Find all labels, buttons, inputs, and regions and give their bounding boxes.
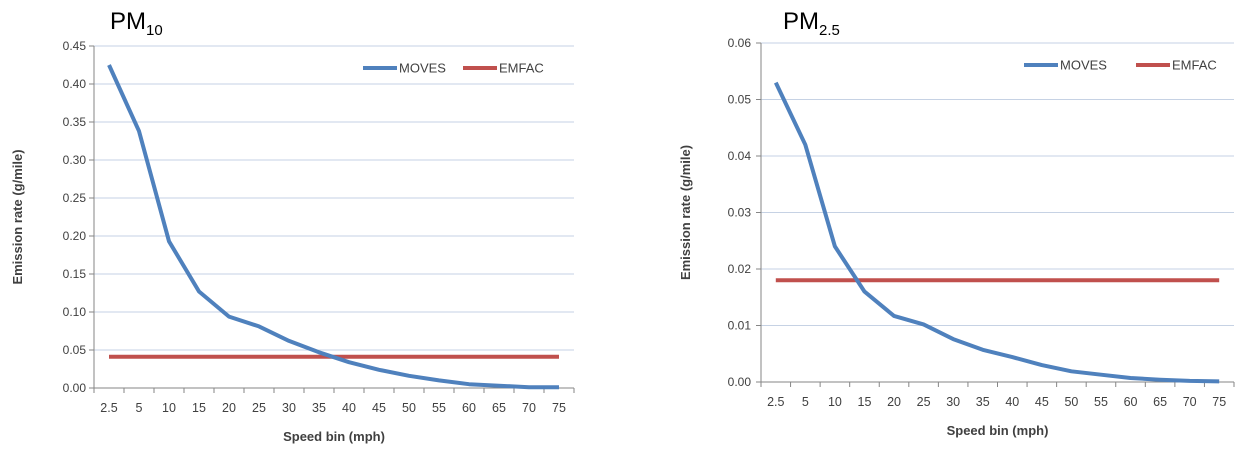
y-tick-label: 0.20: [63, 229, 87, 243]
series-line-moves: [107, 64, 559, 390]
x-tick-label: 40: [342, 401, 356, 415]
x-tick-label: 10: [828, 395, 842, 409]
chart-title-main: PM: [783, 8, 819, 35]
legend-label-moves: MOVES: [1060, 58, 1107, 73]
x-axis-title: Speed bin (mph): [283, 429, 385, 444]
x-tick-label: 20: [887, 395, 901, 409]
x-tick-label: 25: [917, 395, 931, 409]
y-axis-title: Emission rate (g/mile): [678, 145, 693, 280]
y-tick-label: 0.30: [63, 153, 87, 167]
x-tick-label: 35: [312, 401, 326, 415]
y-tick-label: 0.00: [728, 375, 752, 389]
x-tick-label: 60: [1124, 395, 1138, 409]
x-tick-label: 10: [162, 401, 176, 415]
x-tick-label: 40: [1005, 395, 1019, 409]
x-tick-label: 60: [462, 401, 476, 415]
pm25-plot: 0.00 0.01 0.02 0.03 0.04 0.05 0.06 2.5 5 10 15 20 25…: [678, 36, 1235, 438]
y-tick-label: 0.15: [63, 267, 87, 281]
y-tick-label: 0.03: [728, 206, 752, 220]
legend-label-emfac: EMFAC: [1172, 58, 1217, 73]
chart-title-main: PM: [110, 8, 146, 35]
y-tick-label: 0.45: [63, 39, 87, 53]
x-tick-label: 55: [1094, 395, 1108, 409]
y-tick-label: 0.05: [63, 343, 87, 357]
chart-title: PM2.5: [783, 8, 840, 39]
x-tick-label: 45: [372, 401, 386, 415]
legend-label-emfac: EMFAC: [499, 61, 544, 76]
x-tick-label: 2.5: [100, 401, 117, 415]
chart-title: PM10: [110, 8, 163, 39]
y-tick-label: 0.00: [63, 381, 87, 395]
pm10-chart: PM10 0.00 0.05 0.10 0.15 0.20 0.25 0.30 0.35 0.4…: [0, 0, 610, 453]
x-tick-label: 45: [1035, 395, 1049, 409]
x-tick-label: 5: [136, 401, 143, 415]
x-tick-label: 50: [1064, 395, 1078, 409]
pm10-plot: 0.00 0.05 0.10 0.15 0.20 0.25 0.30 0.35 0.40 0.45…: [10, 39, 575, 444]
x-tick-label: 15: [858, 395, 872, 409]
x-tick-label: 30: [282, 401, 296, 415]
chart-title-subscript: 10: [146, 22, 163, 39]
x-tick-label: 35: [976, 395, 990, 409]
x-tick-label: 75: [552, 401, 566, 415]
y-axis-title: Emission rate (g/mile): [10, 149, 25, 284]
chart-title-subscript: 2.5: [819, 22, 840, 39]
x-tick-label: 55: [432, 401, 446, 415]
x-tick-label: 65: [1153, 395, 1167, 409]
y-tick-label: 0.35: [63, 115, 87, 129]
y-tick-label: 0.06: [728, 36, 752, 50]
y-tick-label: 0.05: [728, 93, 752, 107]
x-tick-label: 2.5: [767, 395, 784, 409]
x-tick-label: 75: [1212, 395, 1226, 409]
x-tick-label: 70: [1183, 395, 1197, 409]
y-tick-label: 0.01: [728, 319, 752, 333]
legend-label-moves: MOVES: [399, 61, 446, 76]
x-tick-label: 50: [402, 401, 416, 415]
x-tick-label: 30: [946, 395, 960, 409]
x-tick-label: 20: [222, 401, 236, 415]
pm25-chart: PM2.5 0.00 0.01 0.02 0.03 0.04 0.05 0.06 2.5 5 10…: [660, 0, 1241, 453]
y-tick-label: 0.04: [728, 149, 752, 163]
x-tick-label: 25: [252, 401, 266, 415]
x-tick-label: 5: [802, 395, 809, 409]
series-line-moves: [773, 81, 1220, 384]
x-axis-title: Speed bin (mph): [947, 423, 1049, 438]
y-tick-label: 0.25: [63, 191, 87, 205]
x-tick-label: 70: [522, 401, 536, 415]
y-tick-label: 0.40: [63, 77, 87, 91]
x-tick-label: 15: [192, 401, 206, 415]
y-tick-label: 0.02: [728, 262, 752, 276]
y-tick-label: 0.10: [63, 305, 87, 319]
x-tick-label: 65: [492, 401, 506, 415]
